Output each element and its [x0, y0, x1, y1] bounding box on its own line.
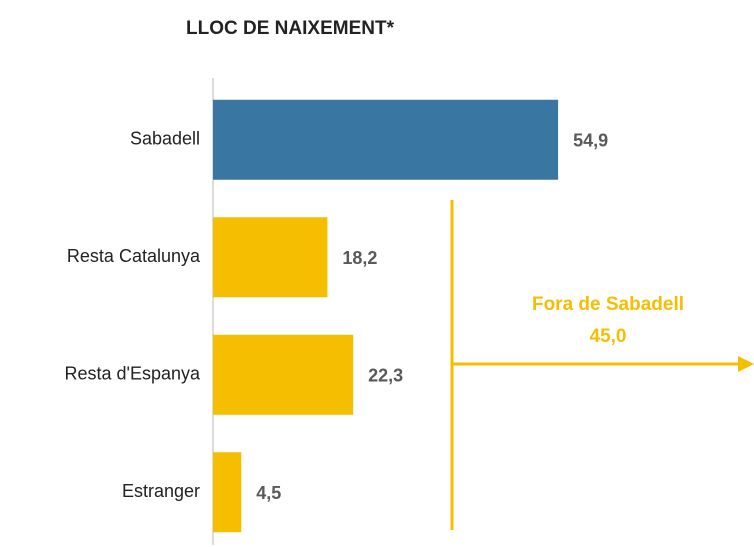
- bar: [213, 217, 328, 298]
- chart-title: LLOC DE NAIXEMENT*: [186, 18, 395, 39]
- value-label: 22,3: [368, 366, 403, 386]
- value-label: 18,2: [342, 248, 377, 268]
- bar: [213, 452, 242, 533]
- annotation-value: 45,0: [590, 326, 627, 347]
- category-label: Estranger: [122, 481, 200, 501]
- bar: [213, 334, 354, 415]
- bar: [213, 99, 559, 180]
- annotation-text: Fora de Sabadell: [532, 294, 684, 315]
- category-label: Sabadell: [130, 129, 200, 149]
- category-label: Resta Catalunya: [67, 246, 201, 266]
- value-label: 4,5: [256, 483, 281, 503]
- arrow-head: [738, 356, 754, 372]
- value-label: 54,9: [573, 131, 608, 151]
- category-label: Resta d'Espanya: [64, 364, 201, 384]
